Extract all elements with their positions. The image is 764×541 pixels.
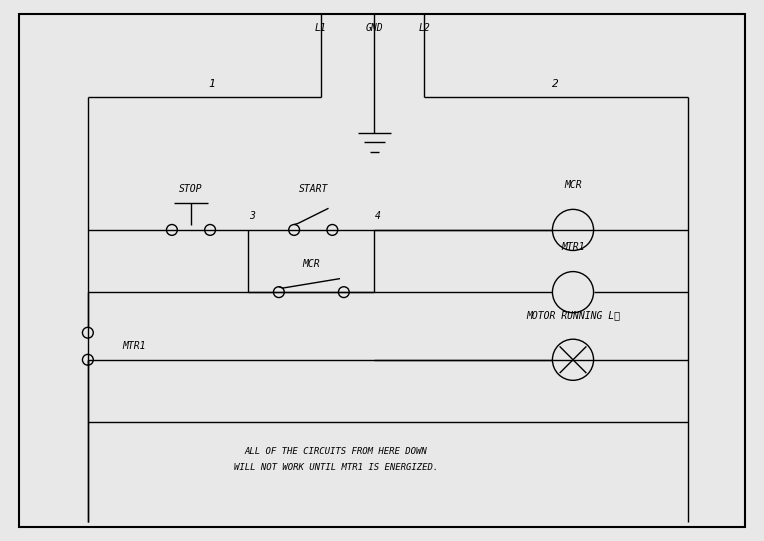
Text: GND: GND (365, 23, 384, 33)
Text: STOP: STOP (180, 184, 202, 194)
Text: 2: 2 (552, 79, 559, 89)
Text: WILL NOT WORK UNTIL MTR1 IS ENERGIZED.: WILL NOT WORK UNTIL MTR1 IS ENERGIZED. (234, 464, 439, 472)
Text: START: START (299, 184, 328, 194)
Text: MOTOR RUNNING Lᴜ: MOTOR RUNNING Lᴜ (526, 310, 620, 320)
Text: L2: L2 (418, 23, 430, 33)
Text: MCR: MCR (564, 180, 582, 190)
Text: 3: 3 (249, 212, 255, 221)
Text: MCR: MCR (303, 259, 320, 269)
Text: MTR1: MTR1 (562, 242, 584, 252)
Text: MTR1: MTR1 (122, 341, 146, 351)
Text: 4: 4 (375, 212, 381, 221)
Text: L1: L1 (315, 23, 327, 33)
Text: 1: 1 (209, 79, 215, 89)
Text: ALL OF THE CIRCUITS FROM HERE DOWN: ALL OF THE CIRCUITS FROM HERE DOWN (244, 447, 428, 456)
